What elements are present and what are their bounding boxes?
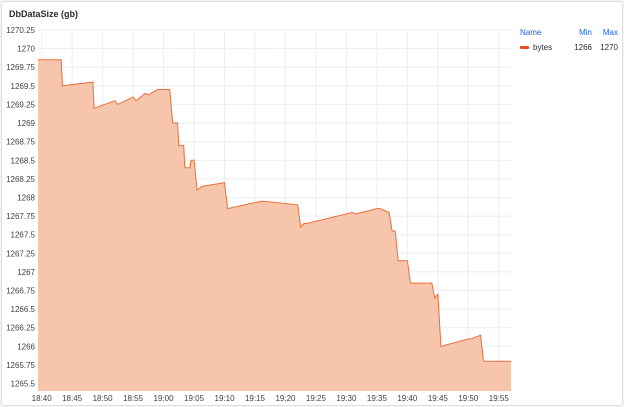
y-tick-label: 1267 [17,268,35,277]
y-tick-label: 1269.75 [6,63,35,72]
series-area-bytes [38,59,511,392]
x-tick-label: 19:10 [215,394,236,403]
y-tick-label: 1266.5 [11,305,36,314]
x-tick-label: 19:30 [336,394,357,403]
y-tick-label: 1268.25 [6,175,35,184]
legend-series-name: bytes [533,43,553,52]
x-tick-label: 19:25 [306,394,327,403]
legend-header-max[interactable]: Max [602,28,618,37]
x-tick-label: 19:05 [184,394,205,403]
series-line-bytes[interactable] [38,59,511,362]
y-tick-label: 1269.25 [6,100,35,109]
legend-series-min: 1266 [574,43,592,52]
series-layer [38,59,511,392]
y-tick-label: 1266.75 [6,287,35,296]
x-tick-label: 19:50 [458,394,479,403]
legend-header-name[interactable]: Name [520,28,542,37]
y-tick-label: 1267.25 [6,249,35,258]
x-tick-label: 18:50 [93,394,114,403]
x-tick-label: 19:00 [154,394,175,403]
x-tick-label: 18:40 [32,394,53,403]
legend-series-cell: bytes [514,43,560,52]
y-tick-label: 1265.5 [11,380,36,389]
y-tick-label: 1268 [17,193,35,202]
x-tick-label: 19:45 [428,394,449,403]
x-tick-label: 18:45 [62,394,83,403]
x-tick-label: 19:35 [367,394,388,403]
y-tick-label: 1268.75 [6,138,35,147]
x-tick-label: 19:20 [275,394,296,403]
x-tick-label: 19:15 [245,394,266,403]
y-tick-label: 1270 [17,45,35,54]
y-tick-label: 1266 [17,342,35,351]
legend-row-bytes[interactable]: bytes 1266 1270 [514,41,618,54]
y-tick-label: 1270.25 [6,26,35,35]
y-tick-label: 1265.75 [6,361,35,370]
x-tick-label: 19:40 [397,394,418,403]
y-tick-label: 1269 [17,119,35,128]
y-tick-label: 1266.25 [6,324,35,333]
y-tick-label: 1269.5 [11,82,36,91]
legend-header: Name Min Max [514,26,618,39]
y-tick-label: 1267.5 [11,231,36,240]
legend-series-max: 1270 [600,43,618,52]
x-tick-label: 18:55 [123,394,144,403]
axis-layer: 1265.5 1265.75 1266 1266.25 1266.5 1266.75 126… [6,26,509,403]
y-tick-label: 1267.75 [6,212,35,221]
panel-title[interactable]: DbDataSize (gb) [9,9,79,19]
legend-header-min[interactable]: Min [579,28,592,37]
series-color-swatch[interactable] [520,46,529,49]
y-tick-label: 1268.5 [11,156,36,165]
x-tick-label: 19:55 [489,394,510,403]
legend: Name Min Max bytes 1266 1270 [514,26,618,54]
